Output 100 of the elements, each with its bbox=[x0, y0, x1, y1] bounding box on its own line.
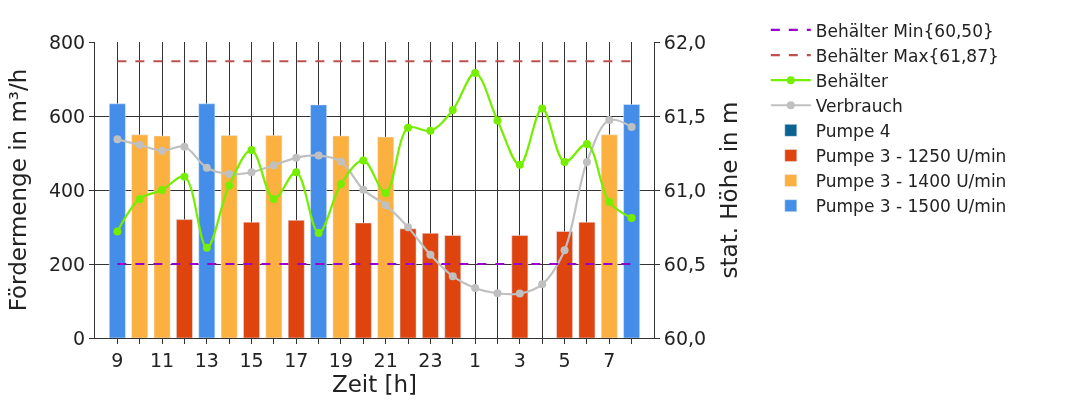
bar bbox=[176, 219, 193, 338]
point bbox=[225, 170, 234, 179]
point bbox=[448, 106, 457, 115]
y2-tick-label: 61,0 bbox=[663, 178, 707, 201]
point bbox=[538, 280, 547, 289]
point bbox=[404, 123, 413, 132]
x-tick-label: 21 bbox=[373, 348, 398, 371]
point bbox=[158, 146, 167, 155]
x-tick-label: 15 bbox=[239, 348, 264, 371]
point bbox=[336, 180, 345, 189]
x-axis-title: Zeit [h] bbox=[331, 370, 418, 397]
point bbox=[269, 194, 278, 203]
point bbox=[627, 214, 636, 223]
bar bbox=[399, 228, 417, 338]
bar bbox=[556, 231, 573, 338]
point bbox=[560, 157, 569, 166]
point bbox=[113, 135, 122, 144]
point bbox=[448, 272, 457, 281]
point bbox=[180, 142, 189, 151]
point bbox=[381, 188, 390, 197]
point bbox=[426, 250, 435, 259]
point bbox=[336, 157, 345, 166]
x-tick-label: 17 bbox=[284, 348, 309, 371]
point bbox=[247, 168, 256, 177]
point bbox=[538, 104, 547, 113]
legend-label: Verbrauch bbox=[815, 95, 903, 116]
point bbox=[247, 146, 256, 155]
point bbox=[560, 246, 569, 255]
bar bbox=[243, 221, 260, 338]
point bbox=[314, 151, 323, 160]
legend-label: Pumpe 3 - 1250 U/min bbox=[815, 146, 1007, 167]
point bbox=[292, 168, 301, 177]
point bbox=[426, 126, 435, 135]
y-tick-label: 800 bbox=[48, 30, 86, 53]
point bbox=[471, 284, 480, 293]
x-tick-label: 9 bbox=[111, 348, 124, 371]
point bbox=[135, 140, 144, 149]
point bbox=[359, 185, 368, 194]
bar bbox=[198, 103, 216, 338]
y-tick-label: 0 bbox=[73, 326, 86, 349]
point bbox=[180, 172, 189, 181]
point bbox=[404, 223, 413, 232]
point bbox=[493, 289, 502, 298]
bar bbox=[422, 233, 439, 338]
point bbox=[202, 163, 211, 172]
bar bbox=[444, 235, 462, 338]
y-tick-label: 200 bbox=[48, 252, 86, 275]
bar bbox=[131, 134, 149, 338]
point bbox=[471, 69, 480, 78]
point bbox=[627, 123, 636, 132]
x-tick-label: 3 bbox=[513, 348, 526, 371]
y2-axis-title: stat. Höhe in m bbox=[715, 101, 742, 279]
x-tick-label: 19 bbox=[328, 348, 354, 371]
point bbox=[225, 181, 234, 190]
y2-tick-label: 60,0 bbox=[663, 326, 707, 349]
point bbox=[605, 116, 614, 125]
y-axis-title: Fördermenge in m³/h bbox=[5, 68, 32, 312]
bar bbox=[220, 135, 238, 338]
legend-label: Behälter Min{60,50} bbox=[815, 20, 994, 41]
point bbox=[605, 197, 614, 206]
bar bbox=[109, 103, 126, 338]
legend-label: Behälter bbox=[815, 70, 888, 91]
point bbox=[582, 157, 591, 166]
x-tick-label: 11 bbox=[149, 348, 175, 371]
y-tick-label: 400 bbox=[48, 178, 86, 201]
point bbox=[493, 116, 502, 125]
legend-label: Pumpe 4 bbox=[815, 120, 891, 141]
point bbox=[515, 160, 524, 169]
point bbox=[582, 140, 591, 149]
bar bbox=[355, 222, 372, 338]
point bbox=[269, 161, 278, 170]
bar bbox=[287, 220, 305, 338]
legend-label: Pumpe 3 - 1500 U/min bbox=[815, 196, 1007, 217]
point bbox=[515, 289, 524, 298]
x-tick-label: 13 bbox=[194, 348, 219, 371]
x-tick-label: 23 bbox=[418, 348, 443, 371]
point bbox=[314, 228, 323, 237]
bar bbox=[578, 221, 596, 338]
point bbox=[359, 156, 368, 165]
y2-tick-label: 60,5 bbox=[663, 252, 707, 275]
bar bbox=[377, 136, 394, 338]
legend-label: Pumpe 3 - 1400 U/min bbox=[815, 171, 1007, 192]
y2-tick-label: 62,0 bbox=[663, 30, 707, 53]
bar bbox=[265, 135, 283, 338]
x-tick-label: 1 bbox=[469, 348, 482, 371]
legend-label: Behälter Max{61,87} bbox=[815, 45, 999, 66]
bar bbox=[153, 135, 171, 338]
point bbox=[202, 243, 211, 252]
point bbox=[158, 186, 167, 194]
bar bbox=[511, 235, 529, 338]
point bbox=[381, 201, 390, 210]
bar bbox=[310, 104, 327, 338]
bar bbox=[600, 134, 618, 338]
point bbox=[135, 194, 144, 203]
x-tick-label: 5 bbox=[558, 348, 571, 371]
point bbox=[292, 153, 301, 162]
y-tick-label: 600 bbox=[48, 104, 86, 127]
y2-tick-label: 61,5 bbox=[663, 104, 707, 127]
point bbox=[113, 227, 122, 236]
bar bbox=[332, 135, 350, 338]
